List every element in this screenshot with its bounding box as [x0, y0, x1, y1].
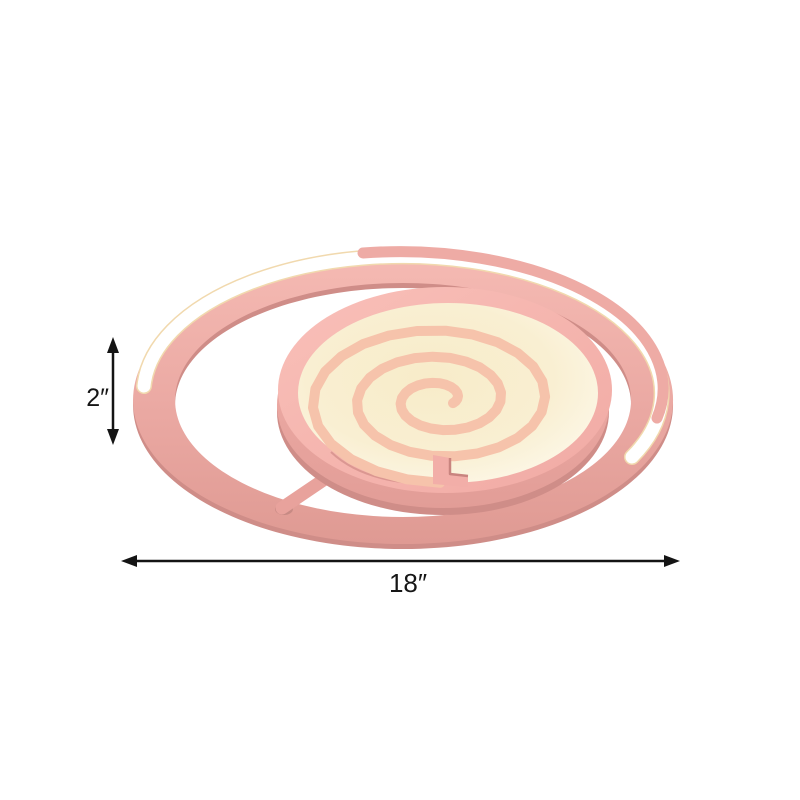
width-dimension-label: 18″: [389, 568, 427, 598]
spiral-notch-shadow-edge: [448, 458, 469, 478]
height-dimension: 2″: [86, 337, 119, 445]
lamp-drum: [277, 287, 612, 515]
height-arrow-head-up: [107, 337, 119, 353]
ring-outer-rim-top-right: [357, 246, 669, 424]
spiral-notch: [433, 455, 468, 487]
height-dimension-label: 2″: [86, 384, 109, 412]
width-arrow-head-left: [121, 555, 137, 567]
height-arrow-head-down: [107, 429, 119, 445]
width-arrow-head-right: [664, 555, 680, 567]
width-dimension: 18″: [121, 555, 680, 598]
lollipop-spiral: [308, 325, 551, 488]
outer-ring: [133, 246, 674, 549]
